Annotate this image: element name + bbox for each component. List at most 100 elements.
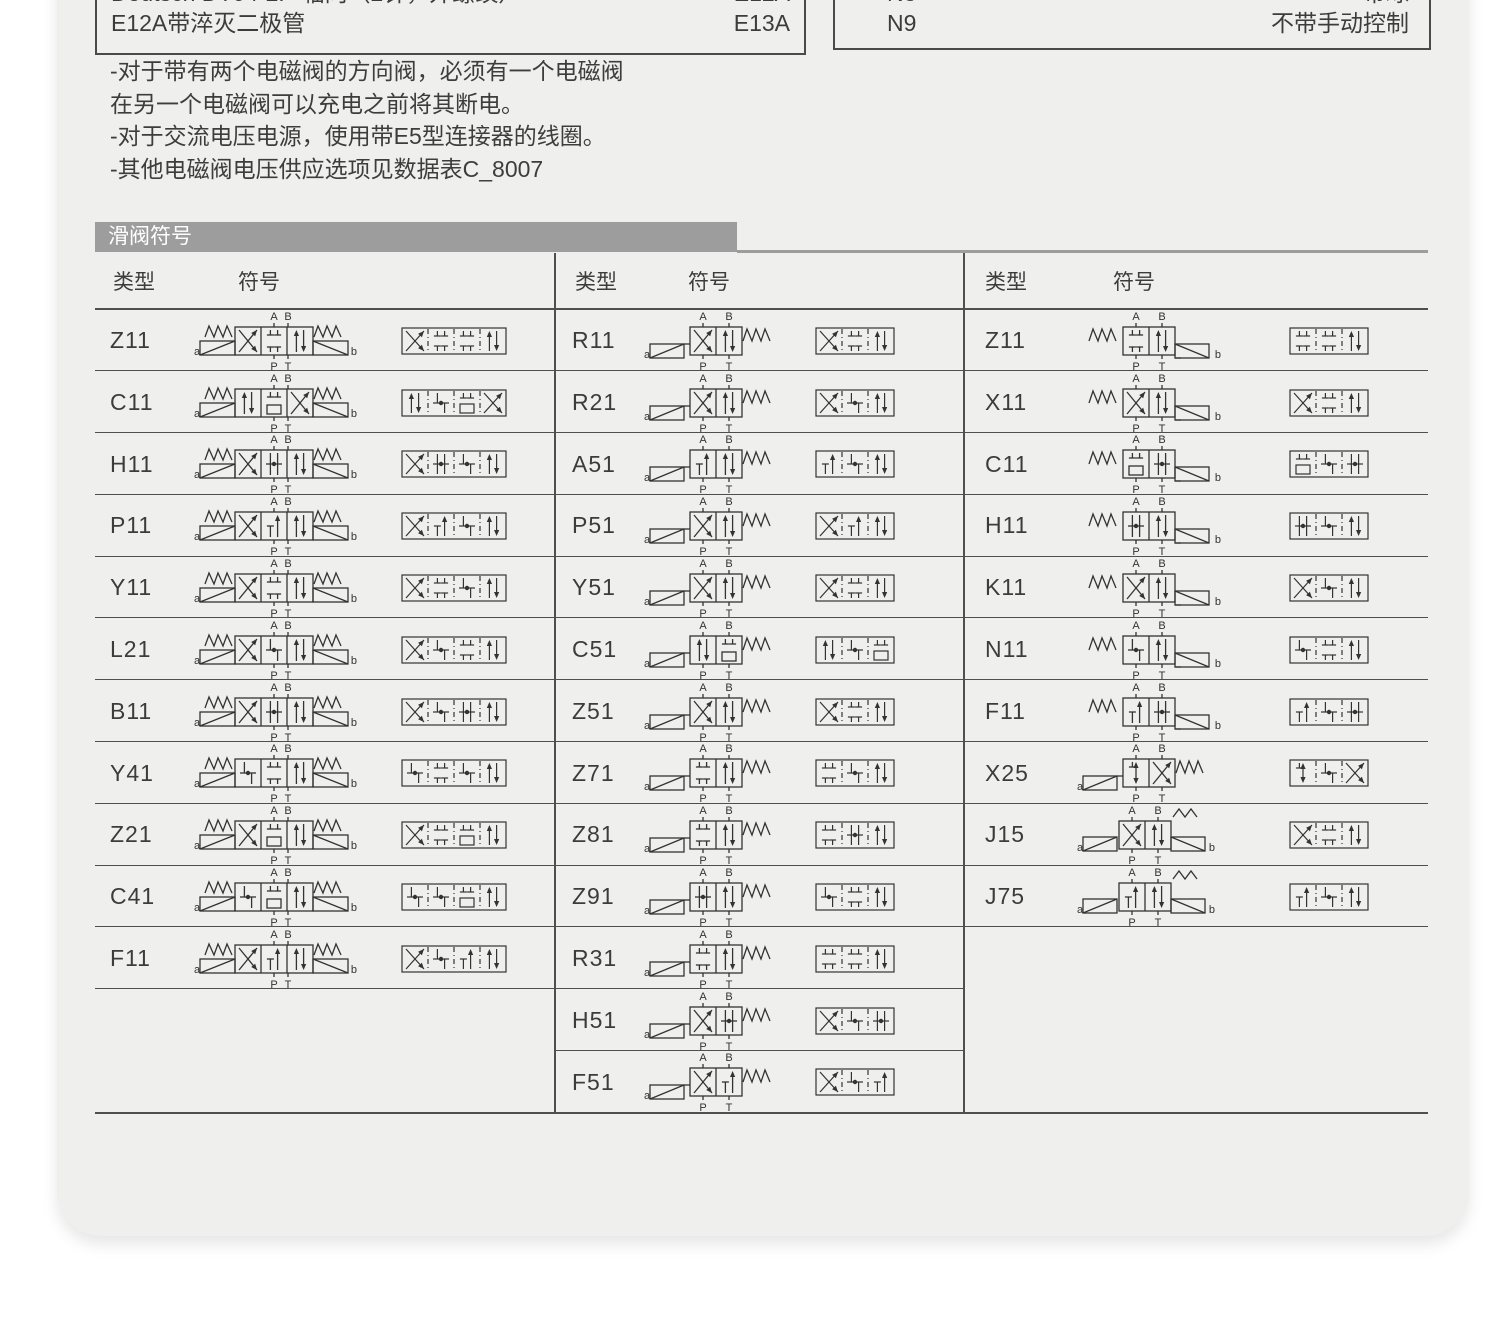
valve-type-code: A51 [572,450,616,477]
svg-text:A: A [1132,558,1140,570]
table-bottom-rule [95,1112,1428,1114]
valve-type-code: P51 [572,512,616,539]
transition-state-symbol [1286,630,1372,675]
valve-type-code: F11 [985,697,1026,724]
svg-text:P: P [270,423,277,433]
svg-text:B: B [1154,805,1161,817]
valve-type-code: C41 [110,883,156,910]
svg-text:P: P [270,917,277,927]
svg-text:b: b [351,593,357,605]
svg-text:b: b [351,778,357,790]
transition-state-symbol [398,753,510,798]
header-underline [95,308,1428,310]
valve-type-code: Z71 [572,759,615,786]
svg-text:T: T [285,546,292,556]
svg-text:P: P [270,732,277,742]
svg-text:a: a [644,1090,651,1102]
svg-text:P: P [699,1041,706,1051]
svg-text:P: P [1132,732,1139,742]
svg-text:P: P [270,793,277,803]
valve-row: A51 a A B P T [554,434,963,496]
svg-text:A: A [1132,743,1140,755]
transition-state-symbol [812,506,898,551]
svg-text:a: a [644,658,651,670]
svg-text:A: A [699,929,707,941]
transition-state-symbol [398,877,510,922]
valve-type-code: H11 [985,512,1029,539]
svg-text:T: T [285,917,292,927]
svg-text:A: A [1128,805,1136,817]
svg-text:T: T [1159,670,1166,680]
svg-text:A: A [699,496,707,508]
svg-text:P: P [699,546,706,556]
svg-text:a: a [194,346,201,358]
transition-state-symbol [1286,321,1372,366]
svg-text:P: P [699,917,706,927]
svg-text:B: B [284,311,291,323]
connector-option-label: Deutsch DT04-2P-轴向（2针，外螺纹） [111,0,521,8]
svg-text:A: A [270,867,278,879]
manual-override-options-box: N8 带球 N9 不带手动控制 [833,0,1431,50]
section-header: 滑阀符号 [95,222,737,252]
svg-text:P: P [699,793,706,803]
svg-text:T: T [1159,423,1166,433]
svg-text:A: A [1132,620,1140,632]
svg-text:a: a [644,720,651,732]
transition-state-symbol [1286,877,1372,922]
svg-text:a: a [644,905,651,917]
svg-text:B: B [284,929,291,941]
valve-type-code: C11 [110,388,154,415]
transition-state-symbol [812,321,898,366]
svg-text:P: P [1132,608,1139,618]
svg-text:T: T [726,423,733,433]
transition-state-symbol [1286,444,1372,489]
valve-type-code: Z51 [572,697,615,724]
valve-schematic-symbol: a A B P T [642,311,792,376]
svg-text:T: T [726,1041,733,1051]
valve-type-code: Z11 [985,327,1026,353]
valve-type-code: Z11 [110,327,151,353]
svg-text:b: b [1215,411,1221,423]
svg-text:P: P [699,1102,706,1112]
svg-text:a: a [644,596,651,608]
svg-text:B: B [284,373,291,385]
svg-text:P: P [1132,793,1139,803]
svg-text:T: T [1159,546,1166,556]
svg-text:B: B [1158,373,1165,385]
svg-text:A: A [270,682,278,694]
svg-text:b: b [351,840,357,852]
svg-text:T: T [285,608,292,618]
override-option-row: N8 带球 [835,0,1429,8]
svg-text:T: T [726,546,733,556]
svg-text:P: P [699,423,706,433]
svg-text:T: T [726,793,733,803]
svg-text:A: A [699,991,707,1003]
connector-option-row: E12A带淬灭二极管 E13A [97,8,804,38]
svg-text:a: a [194,717,201,729]
svg-text:a: a [1077,842,1084,854]
valve-row: F51 a A B P T [554,1052,963,1114]
svg-text:A: A [699,805,707,817]
valve-type-code: K11 [985,574,1028,601]
svg-text:T: T [726,608,733,618]
transition-state-symbol [398,444,510,489]
svg-text:b: b [1215,658,1221,670]
svg-text:B: B [1158,558,1165,570]
svg-text:b: b [351,408,357,420]
transition-state-symbol [812,939,898,984]
svg-text:P: P [270,484,277,494]
svg-text:B: B [284,867,291,879]
